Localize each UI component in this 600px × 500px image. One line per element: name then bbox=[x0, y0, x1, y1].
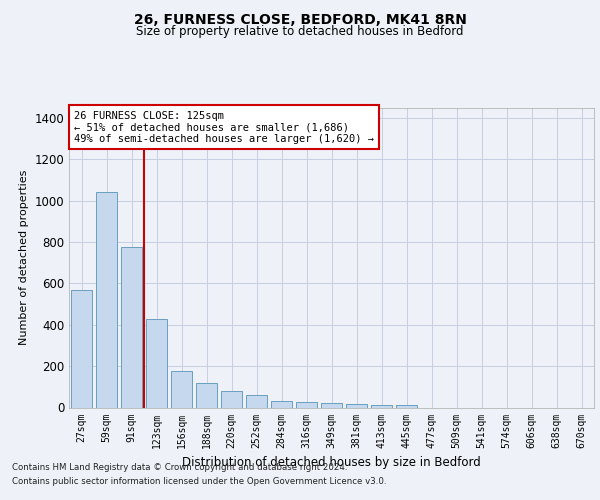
Bar bbox=[246, 395, 267, 407]
Bar bbox=[221, 391, 242, 407]
Bar bbox=[271, 402, 292, 407]
Y-axis label: Number of detached properties: Number of detached properties bbox=[19, 170, 29, 345]
Bar bbox=[396, 406, 417, 407]
Bar bbox=[171, 372, 192, 408]
X-axis label: Distribution of detached houses by size in Bedford: Distribution of detached houses by size … bbox=[182, 456, 481, 469]
Text: Contains HM Land Registry data © Crown copyright and database right 2024.: Contains HM Land Registry data © Crown c… bbox=[12, 464, 347, 472]
Text: 26 FURNESS CLOSE: 125sqm
← 51% of detached houses are smaller (1,686)
49% of sem: 26 FURNESS CLOSE: 125sqm ← 51% of detach… bbox=[74, 110, 374, 144]
Bar bbox=[346, 404, 367, 407]
Bar bbox=[371, 405, 392, 407]
Bar bbox=[146, 318, 167, 408]
Text: 26, FURNESS CLOSE, BEDFORD, MK41 8RN: 26, FURNESS CLOSE, BEDFORD, MK41 8RN bbox=[134, 12, 466, 26]
Bar bbox=[71, 290, 92, 408]
Text: Contains public sector information licensed under the Open Government Licence v3: Contains public sector information licen… bbox=[12, 477, 386, 486]
Text: Size of property relative to detached houses in Bedford: Size of property relative to detached ho… bbox=[136, 25, 464, 38]
Bar bbox=[321, 404, 342, 407]
Bar bbox=[196, 382, 217, 407]
Bar bbox=[121, 247, 142, 408]
Bar bbox=[96, 192, 117, 408]
Bar bbox=[296, 402, 317, 407]
